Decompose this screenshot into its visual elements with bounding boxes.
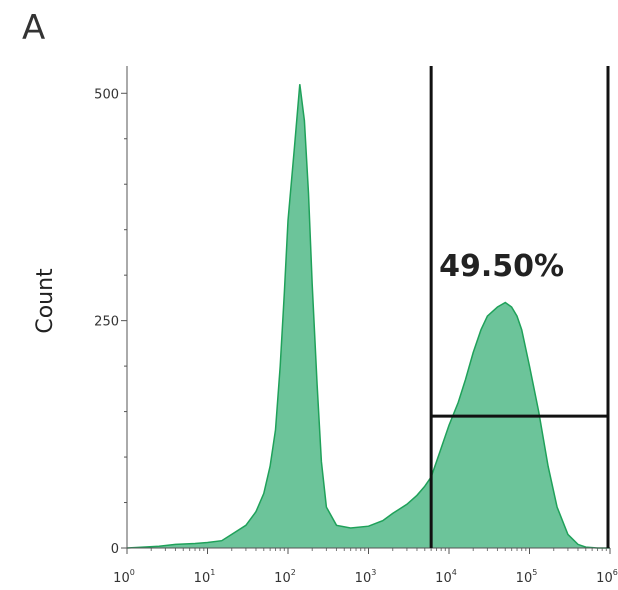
- gate-percentage-label: 49.50%: [439, 249, 564, 284]
- panel-label: A: [22, 8, 46, 48]
- x-tick-label: 106: [596, 568, 618, 586]
- histogram-area: [127, 84, 610, 548]
- x-tick-label: 100: [113, 568, 135, 586]
- x-tick-label: 105: [516, 568, 538, 586]
- x-tick-label: 104: [435, 568, 457, 586]
- histogram-outline: [126, 84, 610, 549]
- x-tick-label: 103: [355, 568, 377, 586]
- x-tick-label: 101: [194, 568, 216, 586]
- x-tick-label: 102: [274, 568, 296, 586]
- y-tick-label: 250: [94, 315, 119, 330]
- y-tick-label: 500: [94, 87, 119, 102]
- y-tick-label: 0: [111, 542, 119, 557]
- y-axis-title: Count: [33, 268, 58, 334]
